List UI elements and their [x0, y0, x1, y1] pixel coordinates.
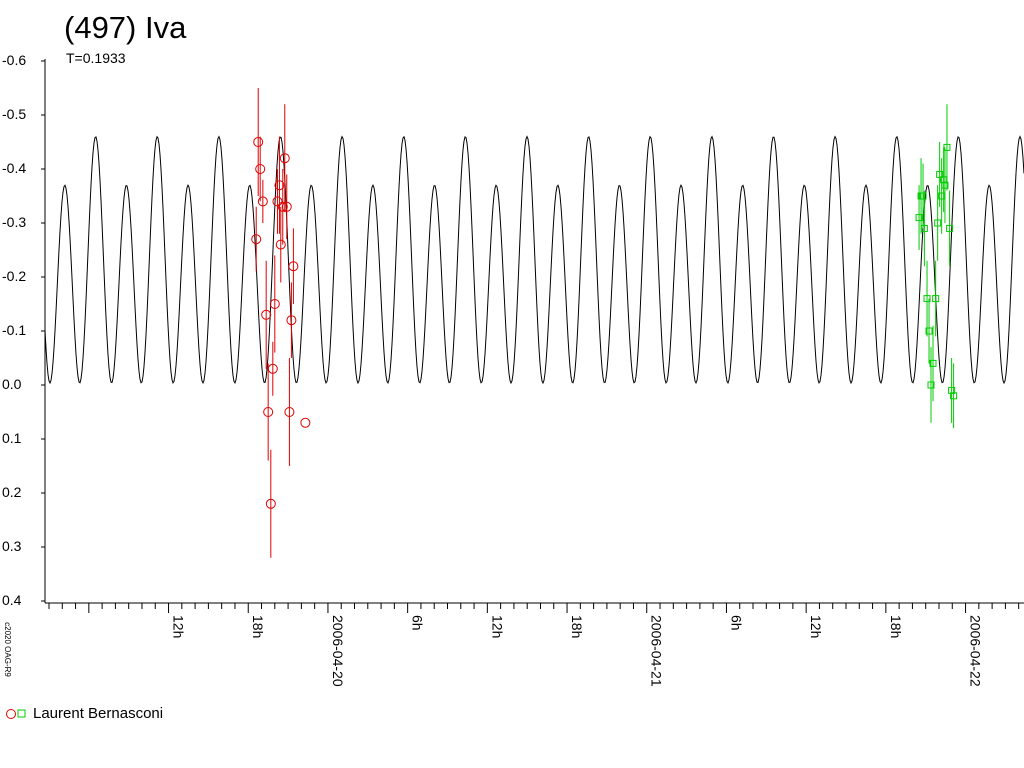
legend-circle-marker	[6, 708, 16, 719]
data-point-square	[929, 359, 937, 367]
x-tick-label: 18h	[569, 615, 585, 638]
data-point-circle	[281, 201, 292, 212]
data-point-circle	[269, 299, 280, 309]
period-label: T=0.1933	[66, 50, 126, 66]
legend: Laurent Bernasconi	[5, 705, 163, 722]
x-tick-label: 12h	[171, 615, 187, 638]
y-tick-label: -0.3	[2, 214, 26, 230]
x-tick-label: 2006-04-21	[649, 615, 665, 687]
x-tick-label: 6h	[728, 615, 744, 631]
copyright-notice: c2020 OAG-R9	[2, 622, 12, 677]
data-point-circle	[300, 417, 311, 428]
data-point-square	[919, 192, 927, 200]
y-tick-label: 0.4	[2, 592, 22, 608]
data-point-circle	[286, 315, 297, 326]
y-tick-label: -0.4	[2, 160, 26, 176]
data-point-circle	[272, 196, 283, 207]
data-point-square	[923, 295, 931, 303]
data-point-square	[920, 224, 928, 232]
x-tick-label: 18h	[888, 615, 904, 638]
data-point-circle	[288, 261, 299, 272]
model-lightcurve	[44, 135, 1024, 385]
data-point-square	[946, 224, 954, 232]
y-tick-label: 0.0	[2, 376, 22, 392]
data-point-circle	[261, 309, 272, 320]
data-point-circle	[257, 196, 268, 207]
y-tick-label: -0.2	[2, 268, 26, 284]
x-tick-label: 18h	[250, 615, 266, 638]
y-tick-label: -0.1	[2, 322, 26, 338]
data-point-square	[934, 219, 942, 227]
data-point-circle	[284, 407, 295, 417]
legend-label: Laurent Bernasconi	[33, 705, 164, 722]
data-point-circle	[255, 164, 266, 174]
data-point-circle	[267, 363, 278, 374]
x-tick-label: 12h	[808, 615, 824, 638]
y-tick-label: 0.3	[2, 538, 22, 554]
data-point-circle	[251, 234, 262, 245]
x-tick-label: 2006-04-22	[968, 615, 984, 687]
y-tick-label: 0.1	[2, 430, 22, 446]
data-point-square	[932, 295, 940, 303]
x-tick-label: 2006-04-20	[330, 615, 346, 687]
data-point-square	[936, 170, 944, 178]
data-point-circle	[277, 201, 288, 212]
data-point-circle	[274, 180, 285, 191]
data-point-square	[925, 327, 933, 335]
legend-square-marker	[17, 709, 26, 717]
data-point-square	[950, 392, 958, 400]
data-point-square	[943, 143, 951, 151]
x-tick-label: 6h	[410, 615, 426, 631]
chart-title: (497) Iva	[64, 10, 187, 45]
data-point-circle	[263, 407, 274, 417]
data-point-square	[927, 381, 935, 389]
data-point-circle	[279, 153, 290, 164]
data-point-square	[915, 214, 923, 222]
data-point-square	[948, 386, 956, 394]
y-tick-label: -0.6	[2, 52, 26, 68]
y-tick-label: 0.2	[2, 484, 22, 500]
data-point-circle	[275, 239, 286, 250]
data-point-circle	[265, 498, 276, 509]
legend-markers	[6, 708, 26, 719]
data-point-circle	[253, 137, 264, 147]
data-point-square	[941, 181, 949, 189]
x-tick-label: 12h	[489, 615, 505, 638]
y-tick-label: -0.5	[2, 106, 26, 122]
